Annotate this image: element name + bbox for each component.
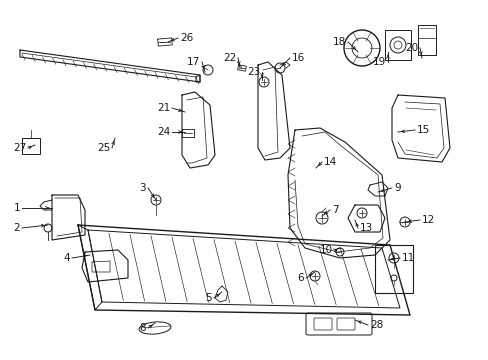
Text: 5: 5 bbox=[205, 293, 212, 303]
Bar bbox=[374, 245, 412, 293]
Text: 18: 18 bbox=[332, 37, 346, 47]
Text: 3: 3 bbox=[139, 183, 146, 193]
Text: 24: 24 bbox=[157, 127, 170, 137]
Text: 15: 15 bbox=[416, 125, 429, 135]
Text: 9: 9 bbox=[393, 183, 400, 193]
Text: 22: 22 bbox=[223, 53, 236, 63]
Text: 1: 1 bbox=[13, 203, 20, 213]
Text: 13: 13 bbox=[359, 223, 372, 233]
Text: 10: 10 bbox=[319, 245, 332, 255]
Text: 8: 8 bbox=[139, 323, 146, 333]
Text: 26: 26 bbox=[180, 33, 193, 43]
Bar bbox=[417, 25, 435, 55]
Text: 12: 12 bbox=[421, 215, 434, 225]
Bar bbox=[384, 30, 410, 60]
Text: 2: 2 bbox=[13, 223, 20, 233]
Text: 19: 19 bbox=[372, 57, 385, 67]
Text: 4: 4 bbox=[63, 253, 70, 263]
Text: 28: 28 bbox=[369, 320, 383, 330]
Text: 25: 25 bbox=[97, 143, 110, 153]
Text: 7: 7 bbox=[331, 205, 338, 215]
Text: 14: 14 bbox=[324, 157, 337, 167]
Text: 21: 21 bbox=[157, 103, 170, 113]
Text: 6: 6 bbox=[297, 273, 304, 283]
Text: 23: 23 bbox=[246, 67, 260, 77]
Text: 27: 27 bbox=[13, 143, 26, 153]
Text: 20: 20 bbox=[404, 43, 417, 53]
Text: 16: 16 bbox=[291, 53, 305, 63]
Text: 17: 17 bbox=[186, 57, 200, 67]
Text: 11: 11 bbox=[401, 253, 414, 263]
Bar bbox=[22, 138, 40, 154]
